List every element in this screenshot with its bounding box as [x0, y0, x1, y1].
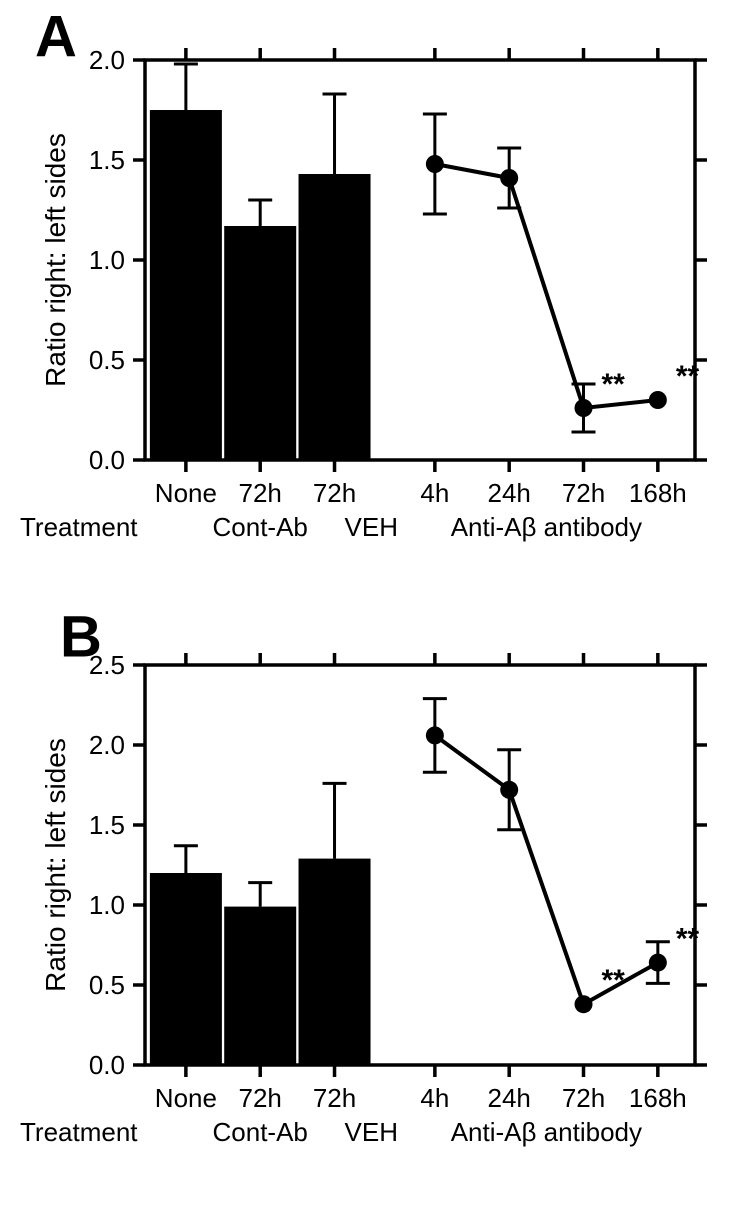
- x-tick-label: 24h: [487, 478, 530, 508]
- bar: [299, 859, 371, 1065]
- group-label-veh: VEH: [345, 1117, 398, 1147]
- data-marker: [426, 155, 444, 173]
- figure-container: A 0.0 0.5 1.0 1.5 2.0 Ratio right: left sides N…: [0, 0, 750, 1200]
- data-marker: [649, 391, 667, 409]
- figure-svg: A 0.0 0.5 1.0 1.5 2.0 Ratio right: left sides N…: [0, 0, 750, 1200]
- y-tick-label: 0.5: [89, 345, 125, 375]
- y-tick-label: 2.0: [89, 45, 125, 75]
- bar: [299, 174, 371, 460]
- y-tick-label: 2.5: [89, 650, 125, 680]
- x-tick-label: 72h: [313, 1083, 356, 1113]
- group-label-contab: Cont-Ab: [213, 512, 308, 542]
- group-label-veh: VEH: [345, 512, 398, 542]
- x-tick-label: 4h: [420, 1083, 449, 1113]
- panel-A: A 0.0 0.5 1.0 1.5 2.0 Ratio right: left sides N…: [20, 4, 707, 542]
- y-tick-label: 0.0: [89, 445, 125, 475]
- x-tick-label: 168h: [629, 1083, 687, 1113]
- treatment-label: Treatment: [20, 512, 138, 542]
- y-axis-label: Ratio right: left sides: [40, 738, 71, 992]
- y-tick-label: 0.0: [89, 1050, 125, 1080]
- data-marker: [426, 726, 444, 744]
- y-tick-label: 1.5: [89, 810, 125, 840]
- x-tick-label: 72h: [562, 478, 605, 508]
- x-tick-label: None: [155, 1083, 217, 1113]
- x-tick-label: 24h: [487, 1083, 530, 1113]
- treatment-label: Treatment: [20, 1117, 138, 1147]
- sig-marker: **: [676, 923, 700, 956]
- data-marker: [500, 781, 518, 799]
- x-tick-label: 168h: [629, 478, 687, 508]
- bar: [224, 226, 296, 460]
- group-label-antiab: Anti-Aβ antibody: [451, 1117, 642, 1147]
- group-label-contab: Cont-Ab: [213, 1117, 308, 1147]
- panel-B: B0.00.51.01.52.02.5Ratio right: left sid…: [20, 604, 707, 1147]
- x-tick-label: 72h: [239, 478, 282, 508]
- y-tick-label: 1.0: [89, 890, 125, 920]
- group-label-antiab: Anti-Aβ antibody: [451, 512, 642, 542]
- data-marker: [649, 954, 667, 972]
- x-tick-label: 72h: [562, 1083, 605, 1113]
- y-tick-label: 1.0: [89, 245, 125, 275]
- x-tick-label: None: [155, 478, 217, 508]
- x-tick-label: 72h: [239, 1083, 282, 1113]
- y-tick-label: 1.5: [89, 145, 125, 175]
- sig-marker: **: [676, 360, 700, 393]
- y-tick-label: 2.0: [89, 730, 125, 760]
- data-marker: [575, 399, 593, 417]
- data-marker: [500, 169, 518, 187]
- bar: [150, 110, 222, 460]
- panel-letter-A: A: [35, 4, 77, 69]
- x-tick-label: 4h: [420, 478, 449, 508]
- y-axis-label: Ratio right: left sides: [40, 133, 71, 387]
- sig-marker: **: [602, 964, 626, 997]
- data-marker: [575, 995, 593, 1013]
- bar: [150, 873, 222, 1065]
- y-tick-label: 0.5: [89, 970, 125, 1000]
- x-tick-label: 72h: [313, 478, 356, 508]
- sig-marker: **: [602, 368, 626, 401]
- bar: [224, 907, 296, 1065]
